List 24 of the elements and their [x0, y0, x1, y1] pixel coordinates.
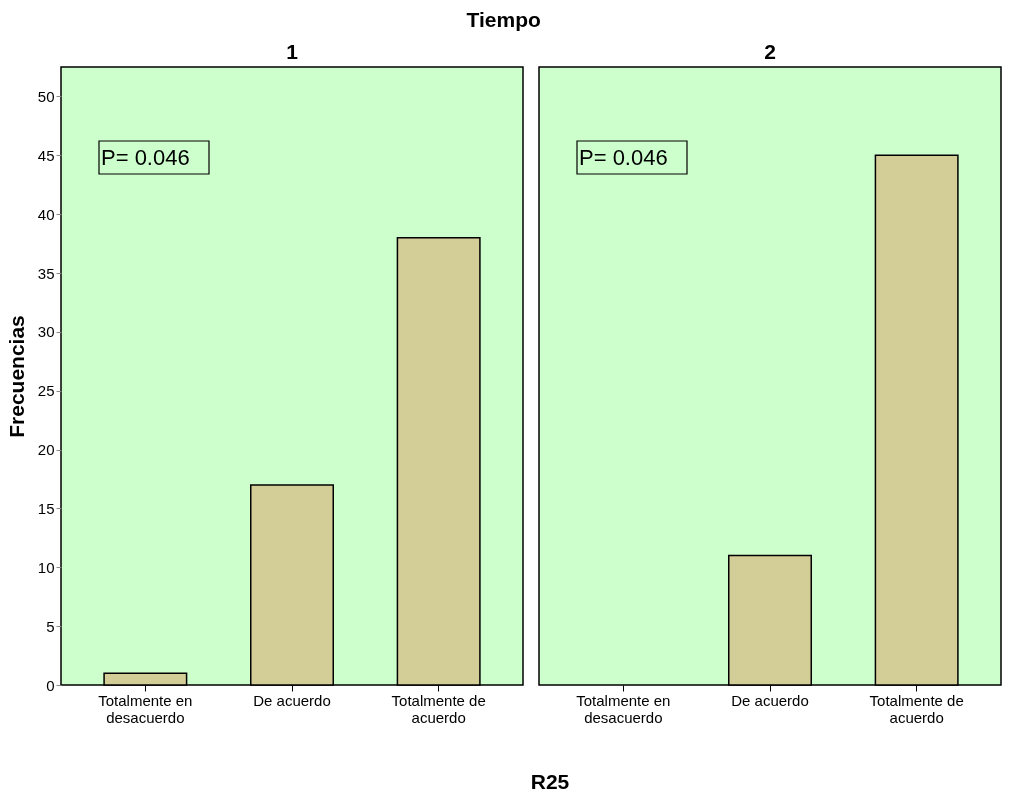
y-tick-label: 40 [37, 205, 55, 223]
annotation: P= 0.046 [579, 145, 668, 170]
y-tick-label: 10 [37, 558, 55, 576]
x-tick-label: De acuerdo [253, 691, 331, 709]
chart-subtitle: 2 [764, 40, 776, 63]
y-tick-label: 50 [37, 87, 55, 105]
y-tick-label: 25 [37, 382, 55, 400]
x-tick-label: Totalmente en desacuerdo [98, 691, 193, 726]
y-tick-label: 0 [46, 676, 55, 694]
x-tick-label: Totalmente en desacuerdo [576, 691, 671, 726]
x-tick-label: Totalmente de acuerdo [869, 691, 964, 726]
x-axis-title: R25 [529, 770, 571, 794]
x-tick-label: De acuerdo [731, 691, 809, 709]
y-tick-label: 30 [37, 323, 55, 341]
chart-subtitle: 1 [286, 40, 299, 63]
y-tick-label: 45 [37, 146, 55, 164]
annotation: P= 0.046 [101, 145, 190, 170]
x-tick-label: Totalmente de acuerdo [391, 691, 486, 726]
chart-title: Tiempo [466, 8, 541, 32]
y-tick-label: 20 [37, 441, 55, 459]
y-tick-label: 35 [37, 264, 55, 282]
y-tick-label: 15 [37, 499, 55, 517]
y-tick-label: 5 [46, 617, 55, 635]
y-axis-title: Frecuencias [4, 315, 28, 438]
